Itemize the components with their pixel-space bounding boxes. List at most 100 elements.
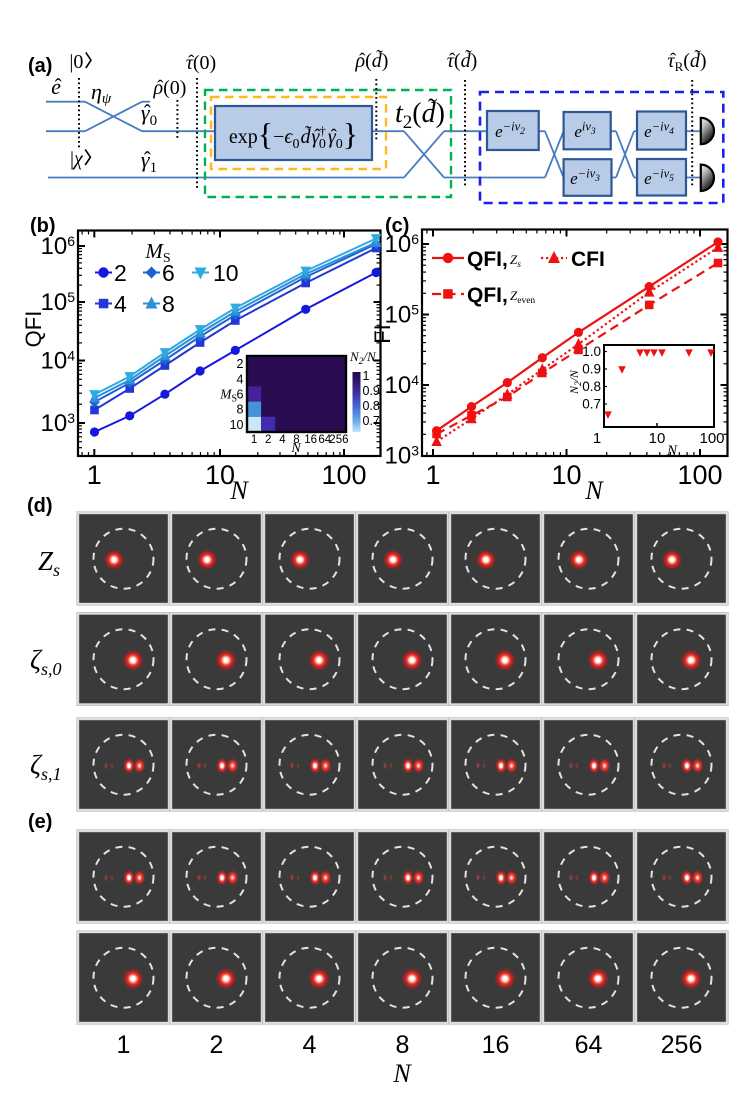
svg-text:˜: ˜ [695,47,702,68]
svg-text:64: 64 [575,1031,603,1059]
svg-text:QFI: QFI [21,311,46,348]
svg-text:4: 4 [279,434,286,446]
svg-text:†: † [319,123,326,138]
svg-text:0.8: 0.8 [363,399,380,413]
svg-text:1: 1 [593,430,601,447]
svg-text:1: 1 [363,369,370,383]
svg-text:d: d [372,50,383,72]
svg-text:N: N [229,476,249,505]
svg-text:1: 1 [251,434,257,446]
svg-text:(0): (0) [163,77,186,99]
svg-text:0: 0 [150,113,158,129]
svg-text:γ: γ [312,126,321,148]
svg-text:γ: γ [141,147,151,172]
svg-text:0.7: 0.7 [363,414,380,428]
svg-text:χ: χ [72,148,84,170]
svg-text:ˆ: ˆ [359,50,366,71]
svg-text:0: 0 [336,137,343,152]
svg-text:0.7: 0.7 [582,397,601,412]
svg-text:ˆ: ˆ [144,100,151,124]
svg-text:˜: ˜ [428,92,437,122]
svg-text:64: 64 [318,434,331,446]
svg-text:): ) [382,50,389,72]
svg-text:(: ( [683,50,690,72]
svg-text:ρ: ρ [153,77,164,99]
svg-text:N: N [290,441,301,456]
svg-text:10: 10 [205,460,235,490]
svg-text:−: − [273,126,284,148]
svg-text:N: N [584,476,604,505]
svg-text:d: d [690,50,701,72]
svg-text:(: ( [412,98,421,129]
svg-text:τ: τ [186,52,194,74]
svg-text:γ: γ [141,100,151,125]
svg-text:ϵ: ϵ [284,126,293,148]
svg-text:10: 10 [551,460,581,490]
svg-text:N: N [666,443,678,459]
svg-text:2: 2 [210,1031,224,1059]
svg-text:8: 8 [396,1031,410,1059]
svg-text:ˆ: ˆ [144,147,151,171]
svg-text:ˆ: ˆ [449,50,456,71]
svg-text:ρ: ρ [355,50,366,72]
svg-text:100: 100 [677,460,722,490]
svg-text:6: 6 [162,260,175,286]
svg-text:e: e [51,74,61,99]
svg-text:(0): (0) [193,52,216,74]
svg-text:CFI: CFI [571,248,605,271]
svg-text:(b): (b) [30,215,56,237]
svg-text:eiν3: eiν3 [574,120,596,142]
svg-text:100: 100 [321,460,366,490]
svg-text:(: ( [365,50,372,72]
svg-text:γ: γ [328,126,337,148]
svg-text:Zs: Zs [510,252,521,270]
svg-text:1.0: 1.0 [582,344,601,359]
svg-text:|: | [69,51,73,73]
svg-text:2: 2 [237,357,244,371]
svg-text:2: 2 [403,112,413,133]
svg-text:2: 2 [114,260,127,286]
svg-text:6: 6 [237,388,244,402]
svg-text:16: 16 [482,1031,510,1059]
svg-text:{: { [258,116,273,152]
svg-text:d: d [461,50,472,72]
svg-text:(e): (e) [28,811,52,833]
svg-text:d: d [301,126,312,148]
svg-text:4: 4 [303,1031,317,1059]
svg-text:4: 4 [237,372,244,386]
svg-text:N: N [392,1059,412,1088]
svg-text:N2/N: N2/N [567,369,583,395]
svg-text:τ: τ [447,50,455,72]
svg-text:ˆ: ˆ [331,126,338,147]
svg-text:1: 1 [87,460,102,490]
svg-text:): ) [471,50,478,72]
svg-text:100: 100 [699,430,724,447]
svg-text:(d): (d) [27,495,53,517]
svg-text:0.9: 0.9 [582,362,601,377]
svg-text:ˆ: ˆ [670,50,677,71]
svg-text:1: 1 [117,1031,131,1059]
svg-text:ˆ: ˆ [314,126,321,147]
svg-text:0: 0 [73,51,83,73]
svg-text:˜: ˜ [465,47,472,68]
svg-text:FI: FI [370,324,395,344]
svg-text:ˆ: ˆ [55,74,62,98]
svg-text:t: t [395,98,404,129]
svg-text:2: 2 [265,434,271,446]
svg-text:4: 4 [114,291,127,317]
svg-text:R: R [675,59,684,74]
svg-text:d: d [422,98,437,129]
svg-text:QFI,: QFI, [467,284,508,307]
svg-text:˜: ˜ [376,47,383,68]
svg-text:1: 1 [150,160,158,176]
svg-text:8: 8 [162,291,175,317]
svg-text:0.8: 0.8 [582,379,601,394]
svg-text:QFI,: QFI, [467,248,508,271]
svg-text:N2/N: N2/N [349,349,377,367]
svg-text:10: 10 [213,260,239,286]
svg-text:): ) [700,50,707,72]
svg-text:0: 0 [293,137,300,152]
svg-text:10: 10 [649,430,666,447]
svg-text:10: 10 [230,418,244,432]
svg-text:ˆ: ˆ [157,77,164,98]
